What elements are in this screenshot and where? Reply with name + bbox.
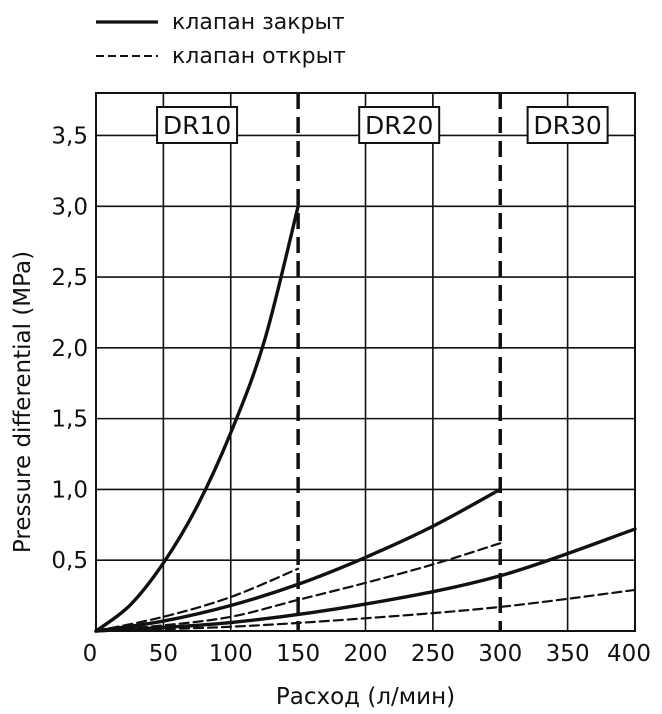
region-label-dr20: DR20 [358,106,441,144]
y-tick-label-2.5: 2,5 [51,265,88,291]
y-tick-labels: 0,5 1,0 1,5 2,0 2,5 3,0 3,5 [51,123,88,574]
plot-area-border [95,92,636,632]
legend-label-open: клапан открыт [172,44,346,69]
x-tick-label-150: 150 [276,641,320,667]
legend: клапан закрыт клапан открыт [96,10,346,69]
series-lines [94,204,637,633]
x-tick-label-0: 0 [83,641,98,667]
y-axis-title: Pressure differential (MPa) [10,251,36,553]
series-dr30-open-line [94,588,637,633]
x-tick-label-400: 400 [607,641,651,667]
x-tick-labels: 0 50 100 150 200 250 300 350 400 [83,641,651,667]
series-dr10-closed-line [94,204,300,633]
region-labels: DR10 DR20 DR30 [156,106,609,144]
x-tick-label-300: 300 [478,641,522,667]
region-label-box [156,106,239,144]
y-tick-label-1.5: 1,5 [51,407,88,433]
x-tick-label-350: 350 [546,641,590,667]
y-tick-label-3: 3,0 [51,194,88,220]
region-label-box [358,106,441,144]
series-dr20-closed-line [94,487,502,633]
region-label-text: DR10 [163,111,231,140]
region-label-dr10: DR10 [156,106,239,144]
series-dr20-open-line [94,542,502,633]
x-tick-label-200: 200 [344,641,388,667]
x-tick-label-50: 50 [149,641,178,667]
series-dr10-open-line [94,567,300,633]
y-tick-label-1: 1,0 [51,477,88,503]
region-label-text: DR30 [533,111,601,140]
x-tick-label-100: 100 [209,641,253,667]
series-dr30-closed-line [94,527,637,633]
legend-label-closed: клапан закрыт [172,10,345,35]
y-tick-label-0.5: 0,5 [51,548,88,574]
x-tick-label-250: 250 [411,641,455,667]
region-label-box [526,106,609,144]
x-axis-title: Расход (л/мин) [276,684,455,710]
y-tick-label-3.5: 3,5 [51,123,88,149]
region-label-text: DR20 [365,111,433,140]
grid [96,93,635,631]
y-tick-label-2: 2,0 [51,336,88,362]
region-label-dr30: DR30 [526,106,609,144]
region-dividers [296,93,502,631]
